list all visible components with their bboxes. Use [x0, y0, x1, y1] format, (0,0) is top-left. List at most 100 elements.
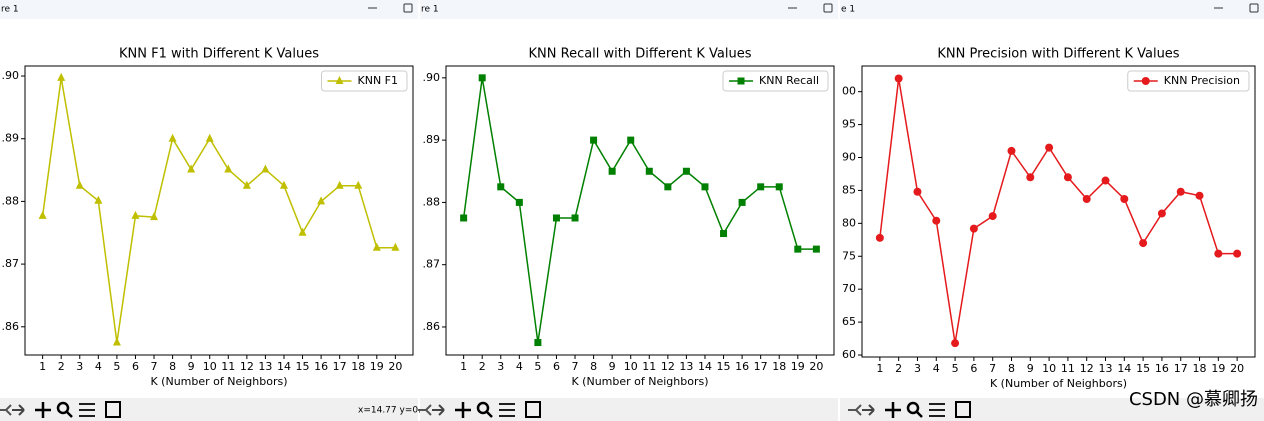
x-tick-label: 18 — [1193, 362, 1207, 375]
y-tick-label: 80 — [842, 216, 856, 229]
data-point — [1045, 143, 1054, 152]
data-point — [571, 214, 579, 222]
data-point — [552, 214, 560, 222]
zoom-handle — [486, 411, 493, 418]
data-point — [988, 212, 997, 221]
maximize-button[interactable] — [823, 3, 833, 13]
data-point — [354, 180, 363, 189]
x-tick-label: 13 — [1099, 362, 1113, 375]
maximize-button[interactable] — [403, 3, 413, 13]
data-point — [664, 183, 672, 191]
x-tick-label: 2 — [479, 360, 486, 373]
data-point — [627, 136, 635, 144]
save-button[interactable] — [525, 401, 541, 418]
save-button[interactable] — [955, 401, 971, 418]
zoom-button[interactable] — [906, 401, 920, 415]
maximize-button[interactable] — [1249, 3, 1259, 13]
x-tick-label: 6 — [970, 362, 977, 375]
data-point — [534, 339, 542, 347]
x-tick-label: 3 — [76, 360, 83, 373]
y-tick-label: .89 — [423, 133, 441, 146]
chart-title: KNN Recall with Different K Values — [529, 47, 752, 62]
configure-button[interactable] — [499, 403, 515, 417]
y-tick-label: .88 — [2, 194, 20, 207]
x-tick-label: 16 — [735, 360, 749, 373]
title-bar — [420, 0, 838, 19]
data-point — [738, 198, 746, 206]
x-tick-label: 9 — [609, 360, 616, 373]
data-point — [1214, 249, 1223, 258]
data-point — [112, 337, 121, 346]
zoom-button[interactable] — [476, 401, 490, 415]
pan-button[interactable] — [455, 402, 471, 418]
pan-button[interactable] — [35, 402, 51, 418]
legend-marker — [335, 76, 344, 84]
x-tick-label: 14 — [698, 360, 712, 373]
data-point — [951, 339, 960, 348]
data-point — [1063, 173, 1072, 182]
x-tick-label: 16 — [1155, 362, 1169, 375]
x-tick-label: 8 — [590, 360, 597, 373]
zoom-handle — [66, 411, 73, 418]
data-point — [1082, 194, 1091, 203]
data-point — [794, 245, 802, 253]
data-point — [969, 224, 978, 233]
x-tick-label: 10 — [624, 360, 638, 373]
data-point — [1195, 191, 1204, 200]
data-point — [812, 245, 820, 253]
data-point — [682, 167, 690, 175]
y-tick-label: 90 — [842, 151, 856, 164]
forward-button[interactable] — [432, 404, 445, 416]
configure-button[interactable] — [79, 403, 95, 417]
data-point — [242, 180, 251, 189]
legend-label: KNN Precision — [1164, 74, 1240, 87]
back-button[interactable] — [418, 404, 432, 416]
x-tick-label: 19 — [791, 360, 805, 373]
legend-label: KNN F1 — [358, 74, 399, 87]
x-tick-label: 10 — [1042, 362, 1056, 375]
data-point — [1007, 146, 1016, 155]
forward-button[interactable] — [12, 404, 25, 416]
data-point — [205, 133, 214, 142]
data-point — [1157, 209, 1166, 218]
window-title: re 1 — [1, 5, 19, 15]
data-point — [590, 136, 598, 144]
data-line — [879, 78, 1238, 344]
x-tick-label: 17 — [333, 360, 347, 373]
forward-button[interactable] — [862, 404, 875, 416]
x-tick-label: 1 — [39, 360, 46, 373]
x-tick-label: 7 — [572, 360, 579, 373]
window-background — [420, 0, 838, 421]
y-tick-label: .88 — [423, 195, 441, 208]
zoom-button[interactable] — [56, 401, 70, 415]
x-tick-label: 4 — [516, 360, 523, 373]
save-button[interactable] — [105, 401, 121, 418]
window-background — [0, 0, 418, 421]
pan-button[interactable] — [885, 402, 901, 418]
x-tick-label: 6 — [553, 360, 560, 373]
y-tick-label: 70 — [842, 282, 856, 295]
x-tick-label: 7 — [151, 360, 158, 373]
back-button[interactable] — [848, 404, 862, 416]
back-button[interactable] — [0, 404, 12, 416]
x-tick-label: 9 — [1027, 362, 1034, 375]
data-point — [1101, 176, 1110, 185]
data-point — [894, 74, 903, 83]
data-point — [75, 180, 84, 189]
legend-marker — [1141, 77, 1150, 85]
x-tick-label: 11 — [642, 360, 656, 373]
x-tick-label: 4 — [95, 360, 102, 373]
window-title: re 1 — [421, 5, 439, 15]
x-tick-label: 10 — [203, 360, 217, 373]
data-point — [372, 242, 381, 251]
x-tick-label: 17 — [1174, 362, 1188, 375]
y-tick-label: 60 — [842, 348, 856, 361]
data-point — [775, 183, 783, 191]
x-tick-label: 13 — [258, 360, 272, 373]
x-tick-label: 13 — [679, 360, 693, 373]
configure-button[interactable] — [929, 403, 945, 417]
y-tick-label: .87 — [423, 258, 441, 271]
status-text: x=14.77 y=0. — [358, 406, 421, 416]
axes-frame — [24, 65, 414, 356]
